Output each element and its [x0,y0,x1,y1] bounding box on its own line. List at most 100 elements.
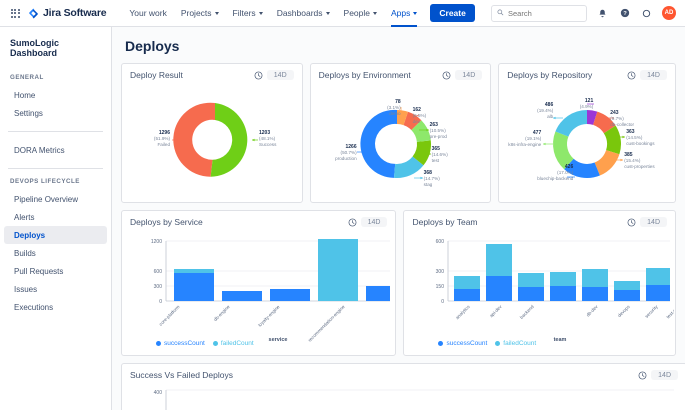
card-title: Deploys by Team [412,217,478,227]
slice-stag[interactable] [393,156,424,179]
time-range-control[interactable]: 14D [627,70,667,80]
bar-success-4[interactable] [550,286,577,301]
percent: (19.4%) [537,108,554,114]
chevron-down-icon [258,11,263,15]
sidebar-item-dora-metrics[interactable]: DORA Metrics [14,145,65,155]
sidebar-item-settings[interactable]: Settings [14,108,43,118]
slice-demo[interactable] [396,109,408,126]
sidebar-item-executions[interactable]: Executions [14,302,54,312]
name: alb [547,114,554,120]
time-range-control[interactable]: 14D [348,217,388,227]
bar-failed-4[interactable] [550,272,577,286]
bar-success-core-platform[interactable] [174,273,214,301]
legend-item-failed[interactable]: failedCount [212,340,254,347]
slice-cust-bookings[interactable] [604,125,622,155]
user-avatar[interactable]: AD [662,6,676,20]
sidebar-item-builds[interactable]: Builds [14,248,36,258]
bar-success-telemetry-engine[interactable] [366,286,390,301]
legend-item-failed[interactable]: failedCount [495,340,536,347]
legend-item-success[interactable]: successCount [156,340,205,347]
bar-failed-core-platform[interactable] [174,269,214,273]
sidebar-item-home[interactable]: Home [14,90,36,100]
card-title: Success Vs Failed Deploys [130,370,233,380]
legend-item-success[interactable]: successCount [438,340,487,347]
bar-success-security[interactable] [646,285,671,301]
settings-gear-icon[interactable] [640,7,653,20]
nav-item-projects[interactable]: Projects [174,0,226,27]
slice-production[interactable] [360,109,397,178]
percent: (3.1%) [387,105,401,111]
bar-failed-security[interactable] [646,268,671,285]
clock-icon [627,218,636,227]
sidebar-item-alerts[interactable]: Alerts [14,212,35,222]
sidebar-item-deploys[interactable]: Deploys [4,226,107,244]
leader-arrow [620,158,624,162]
time-range-control[interactable]: 14D [638,370,678,380]
nav-item-your-work[interactable]: Your work [122,0,173,27]
y-tick-0: 0 [442,299,445,305]
slice-db-collector[interactable] [593,111,616,134]
x-tick-devops: devops [617,304,632,319]
nav-item-dashboards[interactable]: Dashboards [270,0,337,27]
bar-success-devops[interactable] [614,290,641,301]
bar-success-db-dev[interactable] [582,287,609,301]
sidebar-item-issues[interactable]: Issues [14,284,38,294]
bar-success-analytics[interactable] [454,289,481,301]
bar-failed-analytics[interactable] [454,276,481,289]
y-tick-0: 0 [159,299,162,305]
name: cust-bookings [626,141,655,147]
donut-label-other: 121 (4.9%) [567,98,594,110]
help-icon[interactable]: ? [618,7,631,20]
nav-item-apps[interactable]: Apps [384,0,424,27]
slice-cust-properties[interactable] [594,150,620,176]
name: db-collector [610,122,634,128]
slice-unknown[interactable] [587,110,598,125]
slice-test[interactable] [412,140,431,166]
slice-dev[interactable] [403,111,421,130]
value: 365 [431,146,440,152]
nav-item-people[interactable]: People [337,0,384,27]
slice-bluechip-backend[interactable] [564,158,601,179]
name: bluechip-backend [537,176,574,182]
bar-success-backend[interactable] [518,287,545,301]
time-range-value[interactable]: 14D [455,70,483,80]
value: 78 [395,99,401,105]
bar-failed-devops[interactable] [614,281,641,290]
slice-k8s-infra-engine[interactable] [553,131,574,170]
bar-chart-svg: 1200 600 300 0 core-platform db-engi [151,239,390,343]
time-range-value[interactable]: 14D [651,370,678,380]
app-switcher-icon[interactable] [9,7,21,19]
bar-success-db-engine[interactable] [222,291,262,301]
bar-failed-backend[interactable] [518,273,545,287]
time-range-control[interactable]: 14D [254,70,294,80]
card-title: Deploys by Environment [318,70,411,80]
bar-failed-api-dev[interactable] [486,244,513,276]
slice-preprod[interactable] [410,120,431,142]
legend-dot-failed [212,341,218,346]
slice-alb[interactable] [555,110,588,137]
percent: (4.9%) [579,104,594,110]
leader-arrow [420,176,423,180]
time-range-value[interactable]: 14D [640,70,667,80]
nav-item-filters[interactable]: Filters [226,0,270,27]
slice-failed[interactable] [173,102,215,177]
time-range-value[interactable]: 14D [360,217,388,227]
name: production [335,156,357,162]
slice-success[interactable] [210,103,248,177]
time-range-value[interactable]: 14D [266,70,294,80]
bar-failed-db-dev[interactable] [582,269,609,287]
time-range-control[interactable]: 14D [442,70,483,80]
search-input[interactable] [508,8,581,18]
search-box[interactable] [491,4,587,22]
time-range-control[interactable]: 14D [627,217,667,227]
create-button[interactable]: Create [430,4,475,22]
notifications-bell-icon[interactable] [596,7,609,20]
bar-success-loyalty-engine[interactable] [270,289,310,301]
bar-success-api-dev[interactable] [486,276,513,301]
bar-failed-recommendation-engine[interactable] [318,239,358,301]
leader-arrow [622,135,626,139]
time-range-value[interactable]: 14D [640,217,667,227]
jira-brand-logo-link[interactable]: Jira Software [28,7,107,19]
sidebar-item-pull-requests[interactable]: Pull Requests [14,266,64,276]
sidebar-item-pipeline-overview[interactable]: Pipeline Overview [14,194,79,204]
